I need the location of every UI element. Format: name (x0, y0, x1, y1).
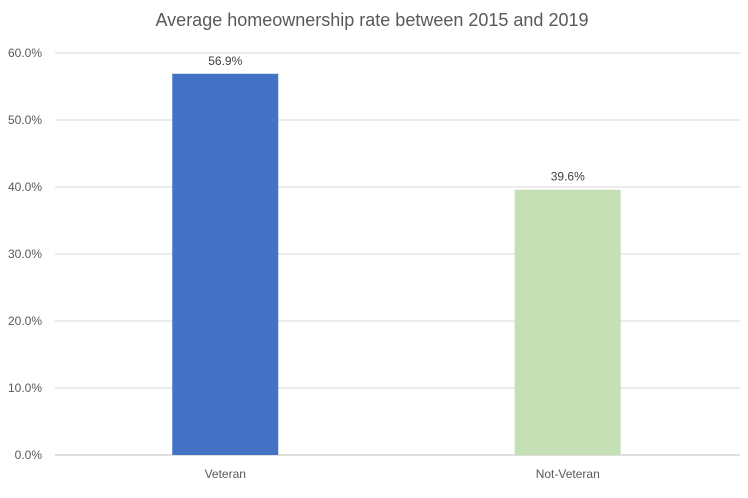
data-label: 56.9% (208, 54, 242, 68)
y-tick-label: 0.0% (15, 448, 43, 462)
x-tick-label: Not-Veteran (536, 467, 600, 481)
x-tick-label: Veteran (205, 467, 246, 481)
chart-title: Average homeownership rate between 2015 … (156, 10, 589, 30)
y-tick-label: 30.0% (8, 247, 42, 261)
y-tick-label: 20.0% (8, 314, 42, 328)
y-tick-label: 40.0% (8, 180, 42, 194)
data-label: 39.6% (551, 170, 585, 184)
bar-veteran (172, 73, 279, 456)
y-tick-label: 50.0% (8, 113, 42, 127)
y-tick-label: 10.0% (8, 381, 42, 395)
y-tick-label: 60.0% (8, 46, 42, 60)
bar-not-veteran (514, 189, 621, 455)
